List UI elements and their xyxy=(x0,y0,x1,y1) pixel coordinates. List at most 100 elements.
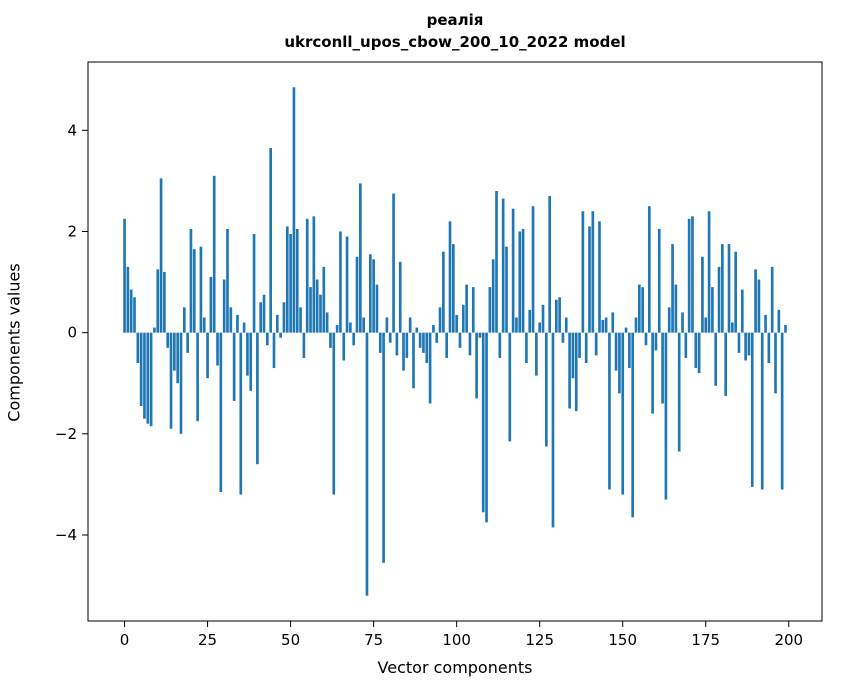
bar xyxy=(551,332,555,528)
bar xyxy=(614,332,618,371)
bar xyxy=(182,307,186,333)
bar xyxy=(252,234,256,333)
bar xyxy=(657,228,661,333)
bar xyxy=(634,317,638,333)
bar xyxy=(209,277,213,333)
bar xyxy=(465,284,468,333)
bar xyxy=(249,332,253,391)
bar xyxy=(461,304,465,333)
bar xyxy=(408,317,412,333)
bar xyxy=(269,148,272,333)
tick-label: 0 xyxy=(120,631,130,649)
bar xyxy=(691,216,694,333)
bar xyxy=(355,256,359,333)
tick-label: 200 xyxy=(774,631,803,649)
bar xyxy=(495,191,498,333)
bar xyxy=(478,332,482,338)
bar xyxy=(156,269,160,333)
bar xyxy=(777,309,781,333)
bar xyxy=(568,332,571,409)
bar xyxy=(491,259,495,333)
bar xyxy=(721,244,724,333)
bar xyxy=(236,314,239,333)
bar xyxy=(166,332,170,348)
bar xyxy=(471,287,475,333)
bar xyxy=(628,332,631,369)
bar xyxy=(571,332,575,379)
bar xyxy=(196,332,199,422)
bar xyxy=(661,332,664,404)
bar xyxy=(438,307,442,333)
tick-label: 75 xyxy=(364,631,383,649)
bar xyxy=(129,289,133,333)
bar xyxy=(359,183,362,333)
bar xyxy=(229,307,233,333)
bar xyxy=(760,332,764,490)
bar xyxy=(349,322,352,333)
bar xyxy=(501,198,505,333)
bar xyxy=(305,218,309,333)
bar xyxy=(714,332,718,386)
bar xyxy=(452,244,455,333)
bar xyxy=(535,332,538,376)
bar xyxy=(757,279,761,333)
tick-label: 2 xyxy=(67,222,77,240)
bar xyxy=(711,287,714,333)
bar xyxy=(717,266,721,333)
bar xyxy=(505,246,508,333)
bar xyxy=(309,287,312,333)
bar xyxy=(153,327,156,333)
bar xyxy=(189,228,193,333)
bar xyxy=(199,246,203,333)
bar xyxy=(242,322,246,333)
bar xyxy=(770,266,774,333)
bar xyxy=(246,332,249,376)
bar xyxy=(704,317,708,333)
bar xyxy=(508,332,512,442)
bar xyxy=(256,332,259,465)
bar xyxy=(750,332,754,487)
bar xyxy=(545,332,548,447)
bar xyxy=(342,332,346,361)
bar xyxy=(186,332,189,353)
bar xyxy=(538,322,542,333)
bar xyxy=(681,312,684,333)
bar xyxy=(266,332,269,346)
tick-label: 175 xyxy=(691,631,720,649)
bar xyxy=(548,196,551,333)
bar xyxy=(638,284,641,333)
bar xyxy=(608,332,611,490)
bar xyxy=(601,320,605,333)
bar xyxy=(458,332,462,348)
bar xyxy=(677,332,681,452)
bar xyxy=(365,332,369,596)
bar xyxy=(731,322,734,333)
bar xyxy=(667,307,671,333)
bar xyxy=(488,287,492,333)
bar xyxy=(564,317,568,333)
bar xyxy=(528,309,532,333)
bar xyxy=(179,332,183,434)
bar xyxy=(216,332,219,366)
bar xyxy=(275,314,279,333)
bar xyxy=(747,332,751,356)
bar xyxy=(173,332,176,371)
bar xyxy=(143,332,146,419)
bar xyxy=(136,332,140,363)
bar xyxy=(455,314,458,333)
bar xyxy=(442,251,445,333)
bar xyxy=(754,269,757,333)
bar xyxy=(604,317,608,333)
bar xyxy=(372,259,375,333)
tick-label: 0 xyxy=(67,324,77,342)
bar xyxy=(654,332,658,351)
bar xyxy=(780,332,784,490)
bar-series xyxy=(123,87,787,596)
bar xyxy=(398,261,402,333)
bar xyxy=(767,332,771,363)
bar xyxy=(647,206,651,333)
bar xyxy=(481,332,485,513)
bar xyxy=(405,332,409,358)
bar xyxy=(329,332,332,348)
bar xyxy=(226,228,229,333)
